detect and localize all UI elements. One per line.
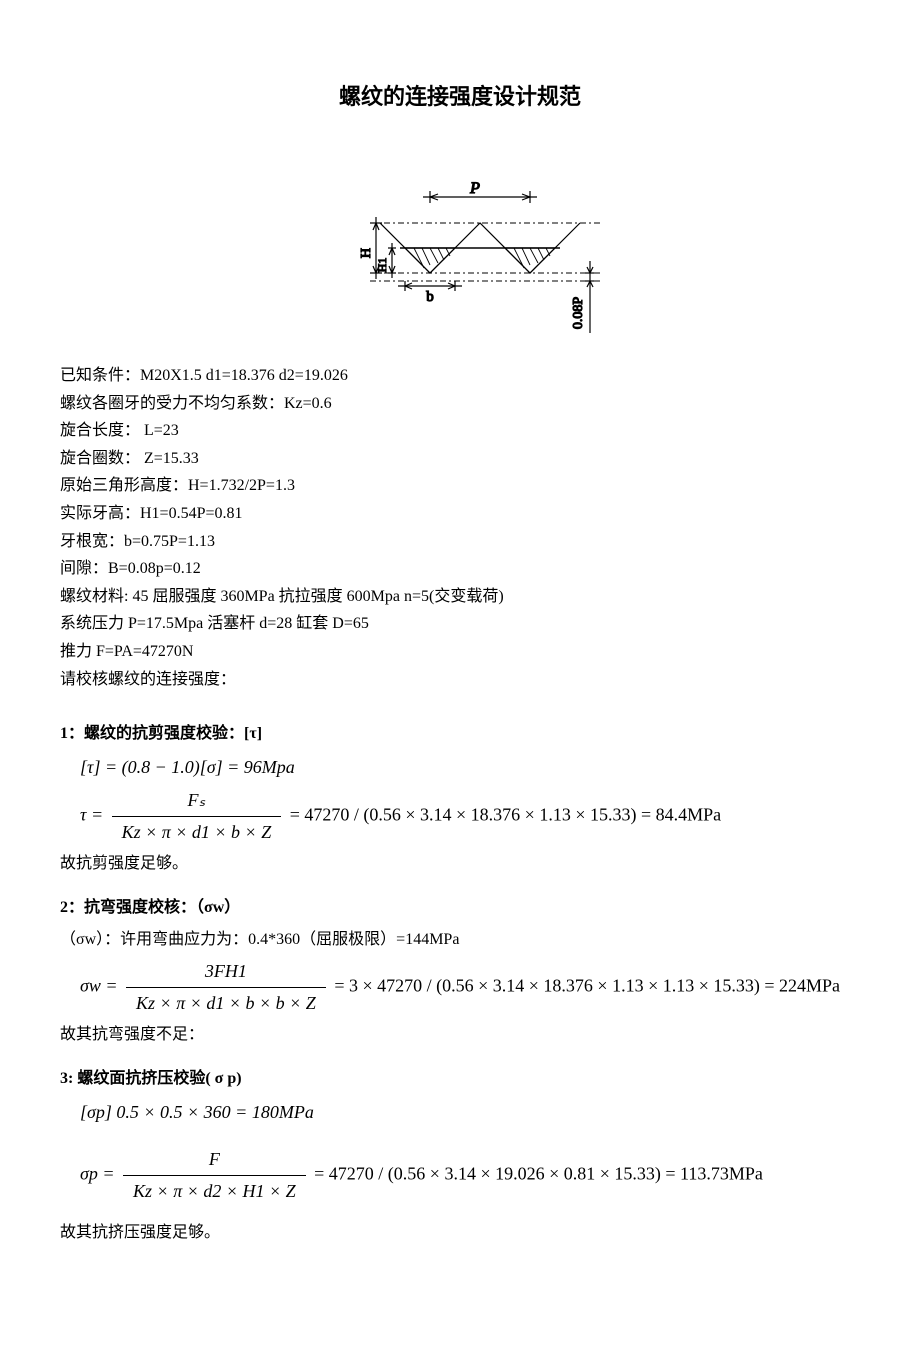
given-l08: 间隙：B=0.08p=0.12 bbox=[60, 556, 860, 582]
sec1-num: Fₛ bbox=[112, 787, 282, 817]
sec2-num: 3FH1 bbox=[126, 958, 326, 988]
sec1-f1: [τ] = (0.8 − 1.0)[σ] = 96Mpa bbox=[80, 754, 860, 781]
given-l12: 请校核螺纹的连接强度： bbox=[60, 667, 860, 693]
given-l02: 螺纹各圈牙的受力不均匀系数：Kz=0.6 bbox=[60, 391, 860, 417]
sec1-f2: τ = Fₛ Kz × π × d1 × b × Z = 47270 / (0.… bbox=[80, 787, 860, 846]
label-p: P bbox=[469, 180, 480, 197]
sec2-frac: 3FH1 Kz × π × d1 × b × b × Z bbox=[126, 958, 326, 1017]
sec3-note: 故其抗挤压强度足够。 bbox=[60, 1221, 860, 1245]
given-l03: 旋合长度： L=23 bbox=[60, 418, 860, 444]
sec2-sub: （σw）：许用弯曲应力为：0.4*360（屈服极限）=144MPa bbox=[60, 928, 860, 952]
given-l04: 旋合圈数： Z=15.33 bbox=[60, 446, 860, 472]
label-h1: H1 bbox=[375, 258, 389, 273]
given-l05: 原始三角形高度：H=1.732/2P=1.3 bbox=[60, 473, 860, 499]
sec1-frac: Fₛ Kz × π × d1 × b × Z bbox=[112, 787, 282, 846]
given-l01: 已知条件：M20X1.5 d1=18.376 d2=19.026 bbox=[60, 363, 860, 389]
sec3-f1: [σp] 0.5 × 0.5 × 360 = 180MPa bbox=[80, 1099, 860, 1126]
sec3-lhs: σp = bbox=[80, 1164, 115, 1184]
given-l09: 螺纹材料: 45 屈服强度 360MPa 抗拉强度 600Mpa n=5(交变载… bbox=[60, 584, 860, 610]
sec3-den: Kz × π × d2 × H1 × Z bbox=[123, 1176, 306, 1205]
given-l10: 系统压力 P=17.5Mpa 活塞杆 d=28 缸套 D=65 bbox=[60, 611, 860, 637]
sec2-note: 故其抗弯强度不足： bbox=[60, 1023, 860, 1047]
given-l11: 推力 F=PA=47270N bbox=[60, 639, 860, 665]
sec2-lhs: σw = bbox=[80, 976, 118, 996]
sec1-rhs: = 47270 / (0.56 × 3.14 × 18.376 × 1.13 ×… bbox=[290, 805, 721, 825]
sec1-den: Kz × π × d1 × b × Z bbox=[112, 817, 282, 846]
given-l06: 实际牙高：H1=0.54P=0.81 bbox=[60, 501, 860, 527]
sec2-den: Kz × π × d1 × b × b × Z bbox=[126, 988, 326, 1017]
sec3-frac: F Kz × π × d2 × H1 × Z bbox=[123, 1146, 306, 1205]
given-l07: 牙根宽：b=0.75P=1.13 bbox=[60, 529, 860, 555]
sec1-note: 故抗剪强度足够。 bbox=[60, 852, 860, 876]
given-conditions: 已知条件：M20X1.5 d1=18.376 d2=19.026 螺纹各圈牙的受… bbox=[60, 363, 860, 692]
label-gap: 0.08P bbox=[571, 297, 586, 330]
sec2-head: 2：抗弯强度校核：（σw） bbox=[60, 896, 860, 920]
label-h: H bbox=[359, 248, 374, 258]
thread-diagram: P H bbox=[310, 173, 610, 343]
sec3-num: F bbox=[123, 1146, 306, 1176]
sec2-rhs: = 3 × 47270 / (0.56 × 3.14 × 18.376 × 1.… bbox=[334, 976, 840, 996]
label-b: b bbox=[426, 289, 434, 305]
sec1-head: 1：螺纹的抗剪强度校验：[τ] bbox=[60, 722, 860, 746]
page-title: 螺纹的连接强度设计规范 bbox=[60, 80, 860, 113]
sec1-lhs: τ = bbox=[80, 805, 103, 825]
sec3-head: 3: 螺纹面抗挤压校验( σ p) bbox=[60, 1067, 860, 1091]
sec3-f2: σp = F Kz × π × d2 × H1 × Z = 47270 / (0… bbox=[80, 1146, 860, 1205]
sec3-rhs: = 47270 / (0.56 × 3.14 × 19.026 × 0.81 ×… bbox=[314, 1164, 763, 1184]
sec2-f1: σw = 3FH1 Kz × π × d1 × b × b × Z = 3 × … bbox=[80, 958, 860, 1017]
